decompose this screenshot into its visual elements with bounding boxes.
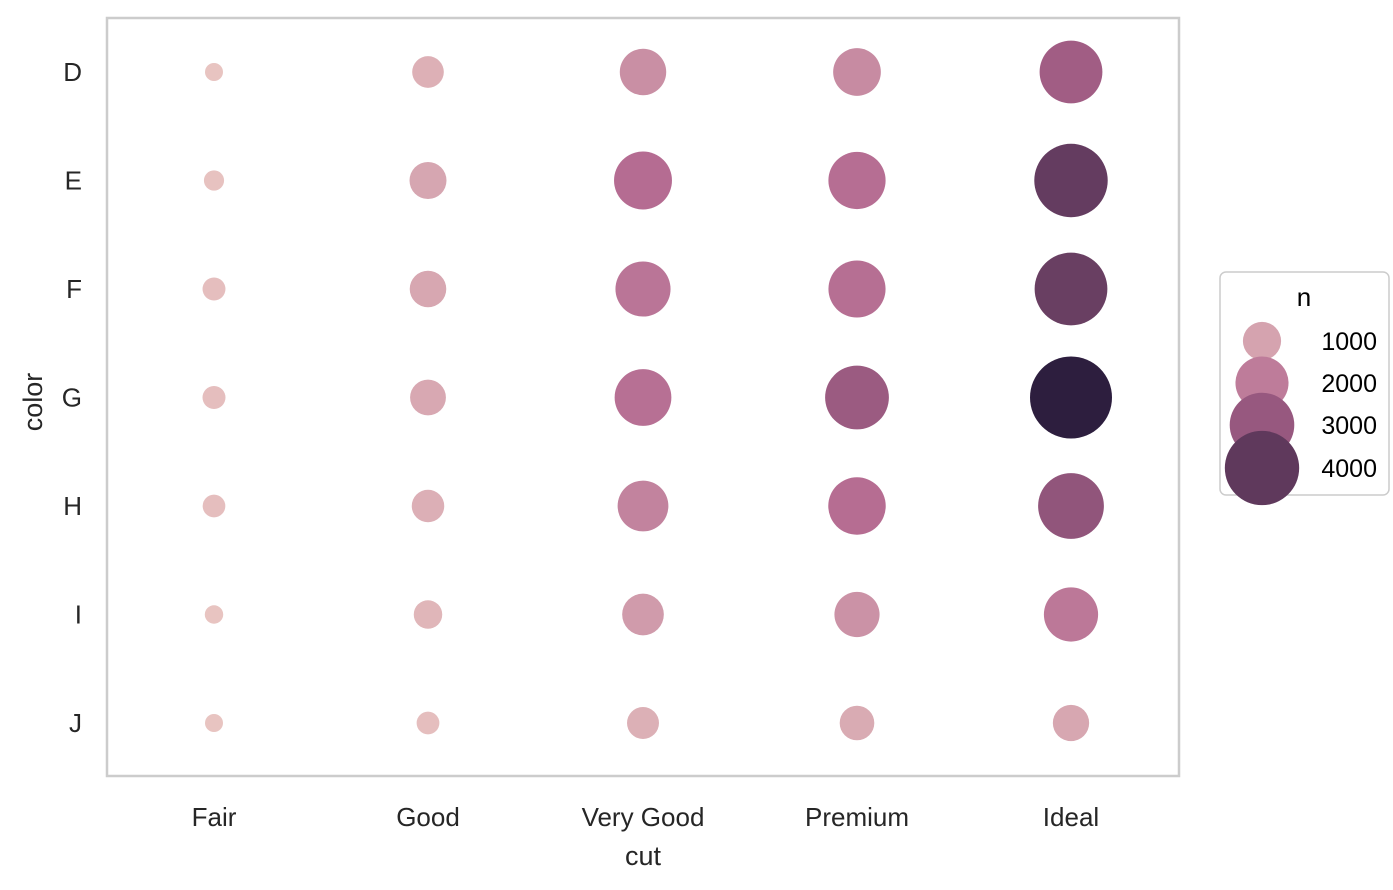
- point-very-good-f: [615, 261, 671, 317]
- point-ideal-g: [1030, 356, 1112, 439]
- legend-entries: 1000 2000 3000 4000: [1224, 321, 1377, 506]
- x-tick-labels: Fair Good Very Good Premium Ideal: [192, 802, 1100, 832]
- point-very-good-h: [617, 480, 669, 532]
- point-ideal-i: [1043, 587, 1099, 642]
- point-very-good-g: [614, 369, 672, 426]
- legend-marker-1000: [1242, 321, 1282, 361]
- point-fair-i: [204, 605, 224, 624]
- point-good-i: [413, 600, 443, 629]
- point-good-d: [412, 56, 444, 88]
- point-very-good-i: [622, 593, 664, 636]
- y-axis-label: color: [18, 373, 48, 432]
- point-fair-e: [203, 170, 225, 191]
- point-premium-h: [828, 477, 886, 535]
- point-fair-h: [202, 494, 226, 518]
- y-tick-label-g: G: [62, 383, 82, 413]
- y-tick-labels: D E F G H I J: [62, 57, 82, 738]
- point-premium-g: [825, 365, 889, 430]
- point-ideal-j: [1052, 704, 1090, 742]
- point-fair-j: [205, 714, 223, 732]
- plot-frame: [105, 16, 1181, 778]
- y-tick-label-e: E: [65, 166, 82, 196]
- point-very-good-d: [619, 48, 667, 96]
- point-fair-f: [202, 277, 226, 301]
- legend: n 1000 2000 3000 4000: [1219, 271, 1390, 506]
- legend-label-3000: 3000: [1321, 412, 1377, 440]
- point-very-good-j: [627, 707, 659, 739]
- point-premium-e: [828, 151, 886, 210]
- y-tick-label-i: I: [75, 600, 82, 630]
- x-tick-label-premium: Premium: [805, 802, 909, 832]
- point-ideal-h: [1038, 473, 1104, 539]
- point-premium-f: [828, 260, 886, 318]
- legend-label-1000: 1000: [1321, 328, 1377, 356]
- point-very-good-e: [614, 151, 672, 210]
- point-good-j: [416, 711, 440, 735]
- x-tick-label-fair: Fair: [192, 802, 237, 832]
- point-good-g: [410, 379, 446, 416]
- point-good-h: [411, 489, 445, 523]
- legend-marker-4000: [1224, 430, 1300, 506]
- legend-label-4000: 4000: [1321, 455, 1377, 483]
- point-premium-d: [833, 48, 881, 96]
- point-fair-d: [205, 63, 223, 81]
- y-tick-label-h: H: [63, 491, 82, 521]
- point-ideal-f: [1034, 252, 1108, 326]
- legend-title: n: [1297, 282, 1311, 312]
- point-ideal-e: [1034, 143, 1108, 218]
- legend-label-2000: 2000: [1321, 370, 1377, 398]
- point-premium-j: [839, 705, 875, 741]
- y-tick-label-f: F: [66, 274, 82, 304]
- point-fair-g: [202, 386, 226, 409]
- y-tick-label-d: D: [63, 57, 82, 87]
- points-layer: [202, 40, 1112, 742]
- point-good-e: [409, 162, 447, 199]
- point-good-f: [409, 270, 447, 308]
- x-tick-label-ideal: Ideal: [1043, 802, 1099, 832]
- x-axis-label: cut: [625, 841, 662, 871]
- y-tick-label-j: J: [69, 708, 82, 738]
- x-tick-label-good: Good: [396, 802, 460, 832]
- point-premium-i: [834, 591, 880, 638]
- x-tick-label-very-good: Very Good: [582, 802, 705, 832]
- point-ideal-d: [1039, 40, 1103, 104]
